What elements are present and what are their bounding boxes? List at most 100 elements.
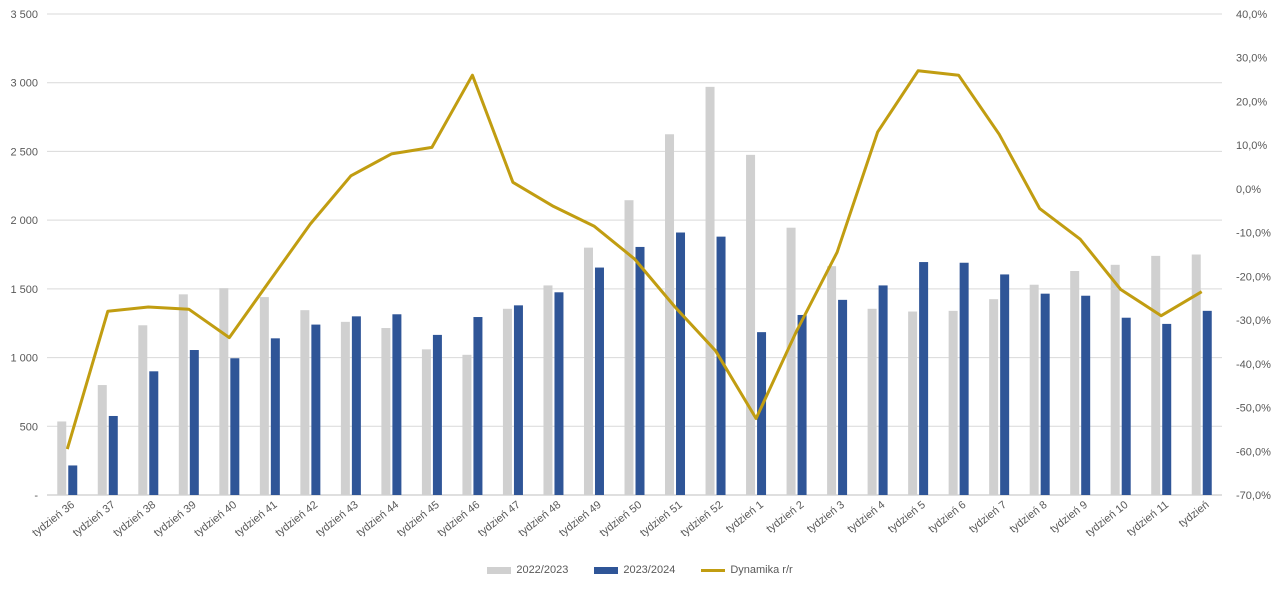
y-left-tick-label: 1 500 (10, 284, 38, 296)
bar-2022-2023 (300, 310, 310, 495)
bar-2023-2024 (68, 465, 78, 495)
legend-label-2022-2023: 2022/2023 (516, 564, 569, 576)
y-left-tick-label: 500 (20, 421, 38, 433)
y-right-tick-label: -70,0% (1236, 490, 1271, 502)
bar-2023-2024 (1040, 293, 1050, 495)
x-tick-label: tydzień 5 (886, 499, 928, 536)
y-right-tick-label: 10,0% (1236, 140, 1267, 152)
x-tick-label: tydzień 36 (30, 499, 77, 539)
bar-2023-2024 (959, 262, 969, 495)
x-tick-label: tydzień 48 (516, 499, 563, 539)
x-tick-label: tydzień 43 (314, 499, 361, 539)
bar-2023-2024 (757, 332, 767, 495)
bar-2022-2023 (786, 227, 796, 496)
bar-2022-2023 (1110, 264, 1120, 495)
x-tick-label: tydzień 51 (638, 499, 685, 539)
bar-2023-2024 (716, 236, 726, 496)
bar-2022-2023 (421, 349, 431, 495)
x-tick-label: tydzień 45 (395, 499, 442, 539)
y-left-tick-label: - (34, 490, 38, 502)
legend-swatch-2023-2024 (594, 566, 619, 574)
x-tick-label: tydzień 38 (111, 499, 158, 539)
bar-2023-2024 (108, 415, 118, 495)
bar-2022-2023 (1070, 270, 1080, 495)
legend-item-dynamika: Dynamika r/r (701, 564, 793, 576)
bar-2022-2023 (543, 285, 553, 495)
y-left-tick-label: 2 000 (10, 215, 38, 227)
x-tick-label: tydzień (1177, 499, 1212, 530)
y-right-tick-label: -40,0% (1236, 359, 1271, 371)
bar-2022-2023 (57, 421, 67, 495)
bar-2023-2024 (1162, 323, 1172, 495)
x-tick-label: tydzień 39 (152, 499, 199, 539)
y-right-tick-label: -30,0% (1236, 315, 1271, 327)
x-tick-label: tydzień 2 (764, 499, 806, 536)
bar-2022-2023 (1029, 284, 1039, 495)
bar-2023-2024 (594, 267, 604, 495)
bar-2023-2024 (1081, 295, 1091, 495)
bar-2022-2023 (989, 299, 999, 495)
legend-label-2023-2024: 2023/2024 (623, 564, 676, 576)
bar-2022-2023 (219, 288, 229, 495)
bar-2023-2024 (473, 317, 483, 495)
y-right-tick-label: -50,0% (1236, 403, 1271, 415)
combo-chart: - 500 1 000 1 500 2 000 2 500 3 000 3 500 -70,0%… (10, 9, 1271, 539)
bar-2022-2023 (746, 154, 756, 495)
y-right-tick-label: -10,0% (1236, 228, 1271, 240)
legend-item-2022-2023: 2022/2023 (487, 564, 568, 576)
x-tick-label: tydzień 52 (678, 499, 725, 539)
x-tick-label: tydzień 42 (273, 499, 320, 539)
y-right-tick-label: 0,0% (1236, 184, 1261, 196)
legend-swatch-dynamika (701, 568, 726, 572)
bar-2022-2023 (97, 385, 107, 495)
y-right-tick-label: 20,0% (1236, 96, 1267, 108)
bar-2022-2023 (259, 297, 269, 495)
bar-2022-2023 (665, 134, 675, 495)
y-right-tick-label: -60,0% (1236, 446, 1271, 458)
x-tick-label: tydzień 37 (71, 499, 118, 539)
bar-2023-2024 (311, 324, 321, 495)
bar-2023-2024 (797, 314, 807, 495)
y-right-tick-label: 40,0% (1236, 9, 1267, 21)
bar-2022-2023 (340, 321, 350, 495)
bar-2022-2023 (462, 354, 472, 495)
bar-2023-2024 (392, 314, 402, 495)
y-left-tick-label: 3 500 (10, 9, 38, 21)
bar-2022-2023 (178, 294, 188, 495)
x-tick-label: tydzień 1 (724, 499, 766, 536)
bar-2023-2024 (676, 232, 686, 496)
legend-swatch-2022-2023 (487, 566, 512, 574)
bar-2022-2023 (624, 200, 634, 496)
bar-2022-2023 (583, 247, 593, 495)
x-tick-label: tydzień 46 (435, 499, 482, 539)
legend-label-dynamika: Dynamika r/r (730, 564, 793, 576)
bar-2023-2024 (1202, 310, 1212, 495)
x-tick-label: tydzień 8 (1007, 499, 1049, 536)
bar-2022-2023 (948, 310, 958, 495)
bar-2023-2024 (189, 350, 199, 495)
x-tick-label: tydzień 40 (192, 499, 239, 539)
bar-2023-2024 (554, 292, 564, 495)
bar-2022-2023 (827, 266, 837, 495)
x-tick-label: tydzień 49 (557, 499, 604, 539)
bar-2023-2024 (919, 262, 929, 495)
y-left-tick-label: 3 000 (10, 78, 38, 90)
bar-2023-2024 (838, 299, 848, 495)
x-tick-label: tydzień 11 (1125, 499, 1171, 539)
bar-2022-2023 (138, 325, 148, 495)
x-tick-label: tydzień 6 (926, 499, 968, 536)
bar-2023-2024 (635, 246, 645, 495)
bar-2023-2024 (149, 371, 159, 495)
line-dynamika (65, 69, 1203, 450)
x-tick-label: tydzień 44 (354, 499, 401, 539)
bar-2023-2024 (270, 338, 280, 495)
x-tick-label: tydzień 50 (597, 499, 644, 539)
x-tick-label: tydzień 41 (233, 499, 280, 539)
bar-2023-2024 (878, 285, 888, 495)
x-tick-label: tydzień 10 (1084, 499, 1131, 539)
y-right-tick-label: -20,0% (1236, 271, 1271, 283)
x-tick-label: tydzień 3 (805, 499, 847, 536)
x-tick-label: tydzień 4 (845, 499, 887, 536)
legend-item-2023-2024: 2023/2024 (594, 564, 675, 576)
